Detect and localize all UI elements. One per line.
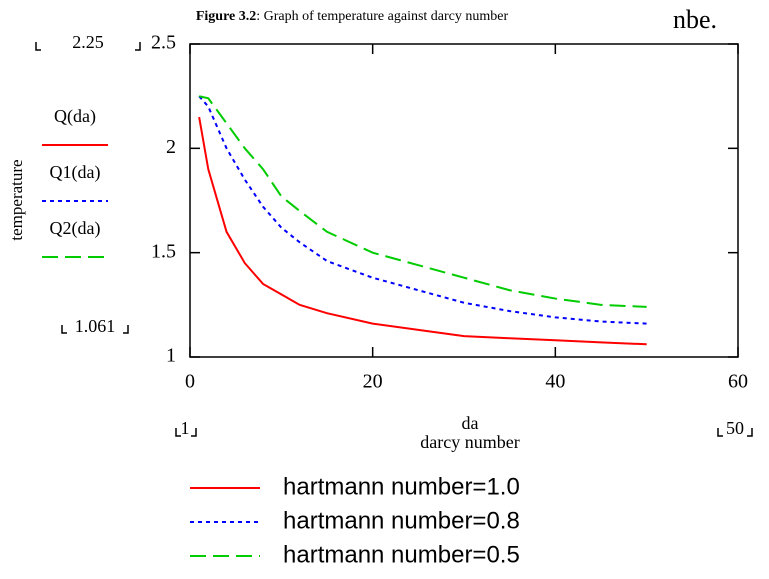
y-tick-label: 2.5 xyxy=(151,32,176,54)
series-line xyxy=(198,116,647,346)
x-axis-label: da xyxy=(462,413,479,433)
legend-label: hartmann number=0.8 xyxy=(283,507,520,534)
legend-label: hartmann number=1.0 xyxy=(283,473,520,500)
x-tick-label: 40 xyxy=(545,371,565,393)
x-range-marker: 50 xyxy=(726,418,744,438)
x-tick-label: 60 xyxy=(728,371,748,393)
series-line xyxy=(198,95,647,325)
trace-label: Q1(da) xyxy=(50,162,101,183)
chart-title: Figure 3.2: Graph of temperature against… xyxy=(196,9,509,24)
series-line xyxy=(198,95,647,308)
y-range-marker: 2.25 xyxy=(72,32,104,52)
y-axis-label: temperature xyxy=(7,159,26,240)
x-range-marker: 1 xyxy=(181,418,190,438)
header-fragment: nbe. xyxy=(673,5,717,34)
plot-frame xyxy=(189,43,739,358)
range-brackets xyxy=(35,42,753,437)
x-axis-sublabel: darcy number xyxy=(420,432,519,452)
y-tick-label: 2 xyxy=(166,136,176,158)
y-tick-label: 1.5 xyxy=(151,240,176,262)
x-tick-label: 20 xyxy=(363,371,383,393)
y-range-marker: 1.061 xyxy=(75,316,116,336)
legend-label: hartmann number=0.5 xyxy=(283,541,520,568)
title-prefix: Figure 3.2 xyxy=(196,9,256,24)
x-tick-label: 0 xyxy=(185,371,195,393)
y-tick-label: 1 xyxy=(166,345,176,367)
trace-label: Q(da) xyxy=(54,106,96,127)
trace-label: Q2(da) xyxy=(50,218,101,239)
title-text: : Graph of temperature against darcy num… xyxy=(256,9,508,24)
